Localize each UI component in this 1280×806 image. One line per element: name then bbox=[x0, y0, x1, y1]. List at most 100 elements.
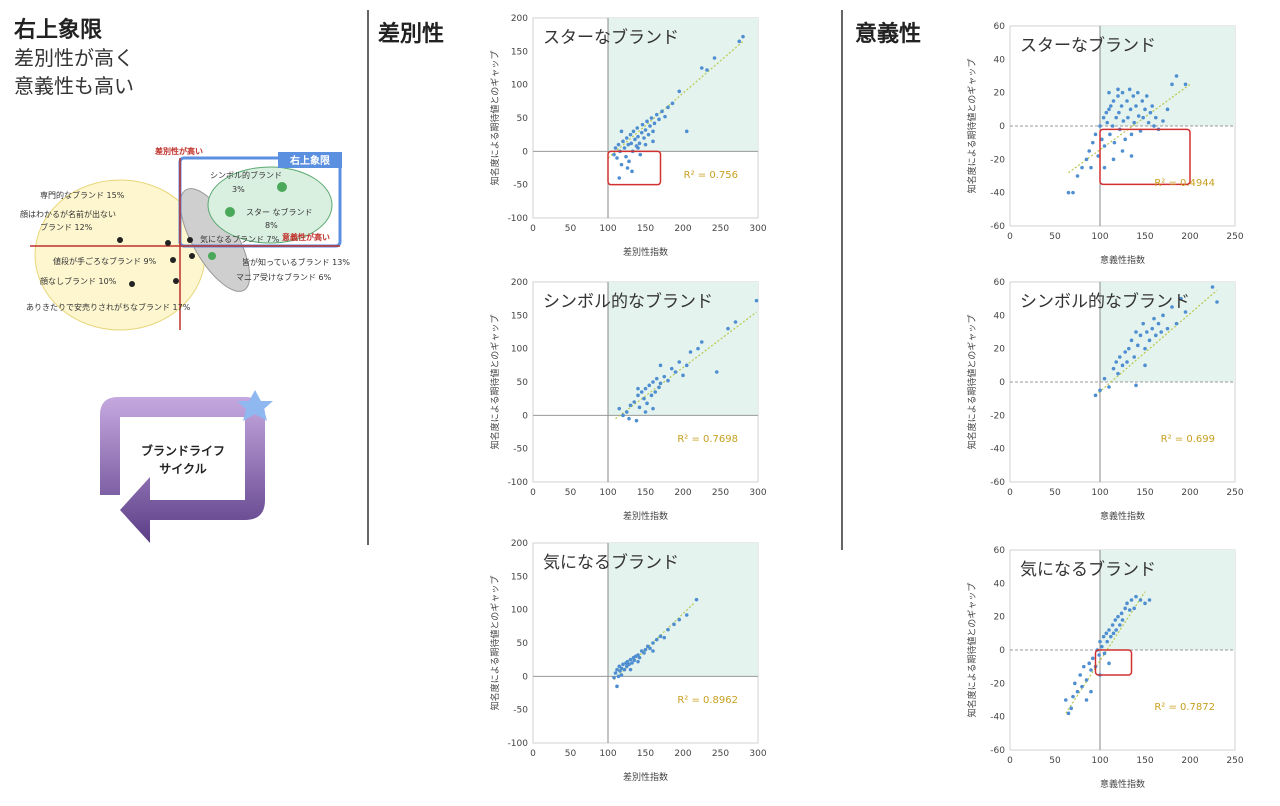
data-point bbox=[651, 139, 655, 144]
data-point bbox=[1147, 338, 1152, 343]
data-point bbox=[636, 393, 640, 398]
data-point bbox=[705, 68, 709, 72]
data-point bbox=[1150, 326, 1154, 331]
data-point bbox=[1152, 124, 1156, 128]
data-point bbox=[622, 146, 627, 150]
x-tick-label: 0 bbox=[530, 224, 536, 234]
y-tick-label: 200 bbox=[511, 539, 528, 549]
data-point bbox=[1101, 115, 1106, 120]
data-point bbox=[658, 381, 663, 386]
data-point bbox=[1098, 388, 1102, 393]
label-faceless: 顔なしブランド 10% bbox=[40, 276, 117, 286]
data-point bbox=[1138, 129, 1143, 133]
data-point bbox=[1111, 157, 1116, 162]
y-tick-label: 0 bbox=[999, 122, 1005, 132]
y-tick-label: 40 bbox=[994, 311, 1006, 321]
data-point bbox=[654, 637, 659, 642]
data-point bbox=[657, 117, 661, 122]
data-point bbox=[631, 129, 636, 134]
trend-line bbox=[1095, 289, 1218, 396]
data-point bbox=[737, 39, 742, 44]
data-point bbox=[1143, 346, 1147, 351]
data-point bbox=[677, 89, 682, 94]
data-point bbox=[1123, 350, 1127, 354]
data-point bbox=[643, 128, 648, 132]
x-tick-label: 0 bbox=[530, 488, 536, 498]
data-point bbox=[636, 146, 640, 150]
data-point bbox=[619, 129, 624, 134]
data-point bbox=[1138, 333, 1143, 338]
x-tick-label: 100 bbox=[1091, 232, 1108, 242]
x-tick-label: 0 bbox=[530, 749, 536, 759]
data-point bbox=[1132, 606, 1136, 611]
x-tick-label: 150 bbox=[637, 224, 654, 234]
data-point bbox=[636, 386, 640, 391]
data-point bbox=[629, 141, 634, 146]
data-point bbox=[1107, 628, 1111, 632]
data-point bbox=[1107, 90, 1111, 95]
data-point bbox=[645, 401, 649, 406]
x-tick-label: 300 bbox=[749, 488, 766, 498]
data-point bbox=[688, 350, 693, 354]
y-axis-label: 知名度による期待値とのギャップ bbox=[489, 51, 501, 186]
data-point bbox=[1089, 689, 1093, 694]
data-point bbox=[1087, 149, 1091, 153]
data-point bbox=[651, 380, 655, 384]
x-tick-label: 50 bbox=[1049, 488, 1061, 498]
data-point bbox=[1156, 321, 1161, 326]
data-point bbox=[613, 671, 618, 675]
divider-left bbox=[367, 10, 369, 545]
data-point bbox=[733, 320, 738, 324]
y-tick-label: 0 bbox=[522, 147, 528, 157]
data-point bbox=[628, 403, 633, 408]
y-tick-label: 50 bbox=[517, 114, 529, 124]
data-point bbox=[1069, 706, 1073, 711]
data-point bbox=[1071, 694, 1075, 699]
data-point bbox=[1093, 132, 1098, 137]
data-point bbox=[1174, 74, 1179, 78]
data-point bbox=[1102, 651, 1107, 656]
data-point bbox=[1102, 165, 1107, 170]
data-point bbox=[1134, 594, 1138, 599]
y-tick-label: -20 bbox=[990, 679, 1005, 689]
data-point bbox=[1100, 137, 1104, 142]
data-point bbox=[1117, 110, 1121, 115]
data-point bbox=[669, 366, 674, 371]
data-point bbox=[1183, 82, 1188, 87]
y-tick-label: 200 bbox=[511, 14, 528, 24]
data-point bbox=[684, 129, 689, 134]
data-point bbox=[615, 684, 619, 689]
data-point bbox=[636, 659, 640, 664]
label-face: 顔はわかるが名前が出ない bbox=[20, 209, 116, 219]
x-tick-label: 300 bbox=[749, 224, 766, 234]
label-ordinary: ありきたりで安売りされがちなブランド 17% bbox=[26, 302, 191, 312]
section-title-significance: 意義性 bbox=[855, 22, 922, 47]
data-point bbox=[1104, 110, 1109, 115]
data-point bbox=[654, 376, 659, 381]
trend-line bbox=[613, 602, 695, 681]
y-tick-label: 60 bbox=[994, 278, 1006, 288]
data-point bbox=[670, 101, 675, 106]
data-point bbox=[666, 627, 670, 632]
x-tick-label: 150 bbox=[1136, 232, 1153, 242]
y-tick-label: 50 bbox=[517, 639, 529, 649]
data-point bbox=[612, 152, 616, 157]
data-point bbox=[1121, 119, 1126, 123]
data-point bbox=[646, 132, 651, 137]
data-point bbox=[660, 109, 664, 114]
r-squared-label: R² = 0.756 bbox=[684, 170, 738, 181]
x-tick-label: 200 bbox=[1181, 756, 1198, 766]
data-point bbox=[638, 152, 643, 157]
data-point bbox=[653, 390, 658, 394]
x-axis-label: 意義性指数 bbox=[1100, 254, 1145, 266]
data-point bbox=[1109, 104, 1113, 108]
data-point bbox=[1107, 385, 1111, 389]
data-point bbox=[1114, 628, 1118, 632]
trend-line bbox=[1068, 83, 1191, 174]
subtitle-line-2: 意義性も高い bbox=[14, 74, 134, 98]
data-point bbox=[1064, 698, 1068, 702]
divider-right bbox=[841, 10, 843, 550]
data-point bbox=[1143, 601, 1147, 606]
data-point bbox=[1116, 614, 1120, 619]
data-point bbox=[1131, 94, 1136, 98]
